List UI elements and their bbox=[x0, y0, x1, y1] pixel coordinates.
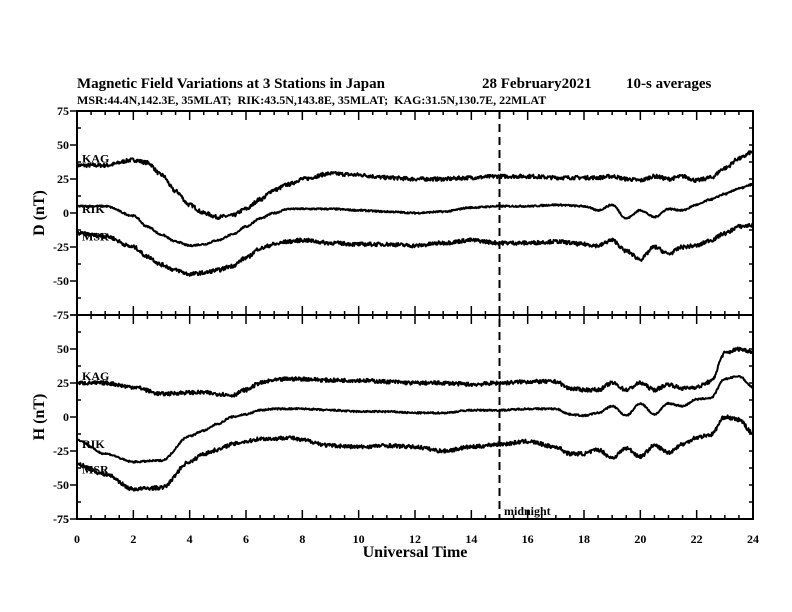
x-tick-label: 8 bbox=[299, 532, 305, 546]
series-label-msr: MSR bbox=[82, 463, 109, 477]
y-tick-label: 75 bbox=[57, 104, 69, 118]
x-tick-label: 16 bbox=[522, 532, 534, 546]
series-line-msr bbox=[76, 222, 754, 277]
y-tick-label: -75 bbox=[53, 308, 69, 322]
series-label-msr: MSR bbox=[82, 229, 109, 243]
x-tick-label: 10 bbox=[353, 532, 365, 546]
series-label-rik: RIK bbox=[82, 202, 105, 216]
midnight-annotation: midnight bbox=[504, 504, 551, 518]
y-tick-label: -50 bbox=[53, 274, 69, 288]
panel-h: 50 25 0 -25 -50 -75 H (nT) KAG RIK MSR bbox=[31, 314, 754, 526]
series-line-rik bbox=[76, 374, 754, 464]
x-tick-label: 18 bbox=[578, 532, 590, 546]
y-tick-label: -75 bbox=[53, 512, 69, 526]
x-tick-label: 14 bbox=[465, 532, 477, 546]
y-tick-label: 25 bbox=[57, 376, 69, 390]
y-tick-label: -75 bbox=[53, 512, 69, 526]
x-tick-label: 6 bbox=[243, 532, 249, 546]
series-label-kag: KAG bbox=[82, 369, 109, 383]
y-tick-label: 50 bbox=[57, 138, 69, 152]
x-tick-label: 24 bbox=[747, 532, 759, 546]
series-label-kag: KAG bbox=[82, 151, 109, 165]
series-line-kag bbox=[76, 346, 754, 398]
series-line-rik bbox=[76, 182, 754, 248]
x-tick-label: 4 bbox=[187, 532, 193, 546]
series-line-msr bbox=[76, 414, 754, 492]
plot-frame bbox=[76, 314, 754, 520]
x-tick-label: 2 bbox=[130, 532, 136, 546]
y-tick-label: -25 bbox=[53, 444, 69, 458]
chart-averaging: 10-s averages bbox=[626, 76, 712, 92]
chart-date: 28 February2021 bbox=[482, 76, 592, 92]
y-tick-label: -50 bbox=[53, 478, 69, 492]
x-tick-label: 20 bbox=[634, 532, 646, 546]
x-tick-label: 22 bbox=[691, 532, 703, 546]
y-axis-label: D (nT) bbox=[31, 190, 48, 236]
y-tick-label: 0 bbox=[63, 206, 69, 220]
x-axis-label: Universal Time bbox=[363, 544, 468, 561]
y-axis-label: H (nT) bbox=[31, 394, 48, 441]
x-tick-label: 12 bbox=[409, 532, 421, 546]
chart-title: Magnetic Field Variations at 3 Stations … bbox=[77, 76, 386, 92]
station-coordinates: MSR:44.4N,142.3E, 35MLAT; RIK:43.5N,143.… bbox=[77, 93, 546, 107]
y-tick-label: 0 bbox=[63, 410, 69, 424]
y-tick-label: 50 bbox=[57, 342, 69, 356]
panel-d: 75 50 25 0 -25 -50 -75 D (nT) KAG RIK MSR bbox=[31, 104, 754, 322]
y-tick-label: 25 bbox=[57, 172, 69, 186]
series-label-rik: RIK bbox=[82, 437, 105, 451]
series-line-kag bbox=[76, 150, 754, 220]
x-tick-label: 0 bbox=[74, 532, 80, 546]
y-tick-label: -25 bbox=[53, 240, 69, 254]
